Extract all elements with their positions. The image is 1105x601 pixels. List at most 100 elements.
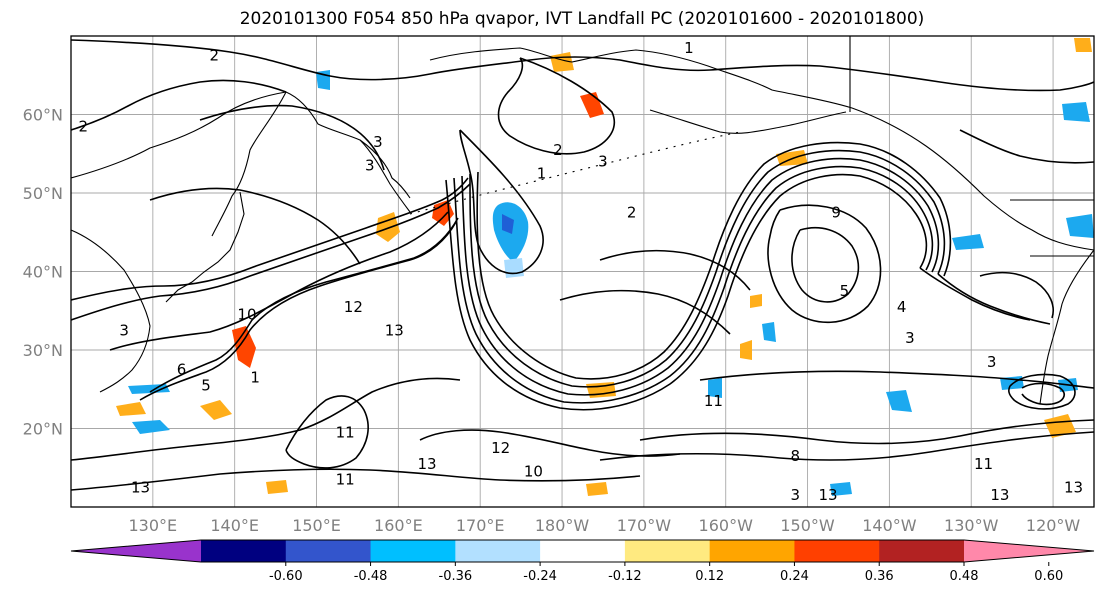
contour-label: 3 <box>598 153 608 171</box>
contour-line <box>199 104 385 171</box>
colorbar-tick-label: 0.12 <box>695 569 724 584</box>
shading-patch <box>952 234 984 250</box>
colorbar-cell <box>624 540 711 562</box>
contour-line <box>453 165 934 404</box>
contour-label: 13 <box>1064 478 1083 496</box>
colorbar-tick-label: 0.24 <box>780 569 809 584</box>
contour-label: 3 <box>987 353 997 371</box>
colorbar-cell <box>285 540 372 562</box>
shading-patch <box>708 378 722 398</box>
lon-tick-label: 130°E <box>129 516 178 535</box>
lon-tick-label: 140°E <box>210 516 259 535</box>
contour-line <box>419 429 681 457</box>
longitude-labels: 130°E 140°E 150°E 160°E 170°E 180°W 170°W 160°W… <box>129 516 1081 535</box>
coastline-korea-china <box>71 229 151 393</box>
contour-label: 11 <box>336 471 355 489</box>
colorbar-cell <box>201 540 287 562</box>
shading-patch <box>504 258 524 278</box>
lon-tick-label: 120°W <box>1026 516 1081 535</box>
contour-label: 13 <box>131 478 150 496</box>
contour-label: 3 <box>373 133 383 151</box>
shading-patch <box>1062 102 1090 122</box>
contour-line <box>149 217 459 393</box>
shading-patch <box>116 402 146 416</box>
coastline-okhotsk <box>211 91 287 237</box>
shading-patch <box>750 294 762 308</box>
contour-line <box>1008 373 1076 410</box>
lon-tick-label: 150°W <box>780 516 835 535</box>
shading-patch <box>740 340 752 360</box>
contour-line <box>767 204 882 324</box>
shading-patch <box>1066 214 1094 238</box>
contour-label: 6 <box>177 361 187 379</box>
shading-patch <box>232 326 256 368</box>
coastline-bering-arctic <box>429 47 1094 251</box>
lon-tick-label: 180°W <box>535 516 590 535</box>
contour-line <box>639 419 1094 445</box>
shading-patch <box>132 420 170 434</box>
lat-tick-label: 20°N <box>23 420 63 439</box>
colorbar: -0.60 -0.48 -0.36 -0.24 -0.12 0.12 0.24 0.36 0.4… <box>70 539 1095 584</box>
contour-line <box>285 395 369 469</box>
contour-label: 10 <box>524 463 543 481</box>
colorbar-tick-label: 0.48 <box>950 569 979 584</box>
contour-line <box>699 370 1094 389</box>
contour-label: 2 <box>209 47 219 65</box>
contour-line <box>149 187 361 265</box>
contour-label: 3 <box>365 157 375 175</box>
colorbar-extend-max <box>964 540 1094 562</box>
lon-tick-label: 140°W <box>862 516 917 535</box>
contour-label: 11 <box>974 455 993 473</box>
contour-line <box>1021 382 1065 406</box>
lon-tick-label: 160°E <box>374 516 423 535</box>
contour-label: 3 <box>791 486 801 504</box>
shading-patch <box>502 214 514 234</box>
contour-line <box>599 431 1094 461</box>
contour-line <box>139 221 457 401</box>
contour-line <box>445 173 928 411</box>
lat-tick-label: 50°N <box>23 184 63 203</box>
lat-tick-label: 60°N <box>23 106 63 125</box>
colorbar-cell <box>709 540 795 562</box>
contour-label: 5 <box>840 282 850 300</box>
contour-label: 3 <box>905 329 915 347</box>
coastline-asia <box>71 91 411 199</box>
lon-tick-label: 170°W <box>617 516 672 535</box>
colorbar-cell <box>794 540 880 562</box>
shading-patch <box>376 212 400 242</box>
contour-line <box>71 377 461 461</box>
lon-tick-label: 170°E <box>456 516 505 535</box>
latitude-labels: 60°N 50°N 40°N 30°N 20°N <box>23 106 63 439</box>
contour-line <box>469 149 946 388</box>
colorbar-tick-label: -0.24 <box>523 569 557 584</box>
colorbar-tick-label: 0.36 <box>865 569 894 584</box>
contour-label: 12 <box>344 298 363 316</box>
contour-line <box>919 267 1031 321</box>
contour-label: 1 <box>537 164 547 182</box>
colorbar-tick-label: -0.48 <box>354 569 388 584</box>
colorbar-tick-label: -0.36 <box>439 569 473 584</box>
contour-line <box>71 177 469 301</box>
shading-patch <box>586 482 608 496</box>
shading-patch <box>1074 38 1092 52</box>
colorbar-tick-label: -0.60 <box>269 569 303 584</box>
contour-label: 2 <box>553 141 563 159</box>
contour-label: 11 <box>704 392 723 410</box>
colorbar-cell <box>540 540 626 562</box>
contour-label: 13 <box>990 486 1009 504</box>
lat-tick-label: 30°N <box>23 341 63 360</box>
contour-line <box>979 271 1054 319</box>
ivt-contours <box>71 39 1094 491</box>
contour-line <box>461 157 940 396</box>
contour-label: 2 <box>627 204 637 222</box>
colorbar-cell <box>370 540 456 562</box>
colorbar-extend-min <box>71 540 201 562</box>
lon-tick-label: 150°E <box>292 516 341 535</box>
contour-line <box>937 273 1051 325</box>
contour-label: 13 <box>417 455 436 473</box>
coastline-japan <box>165 191 245 303</box>
colorbar-outline <box>70 539 1095 563</box>
contour-label: 1 <box>684 39 694 57</box>
